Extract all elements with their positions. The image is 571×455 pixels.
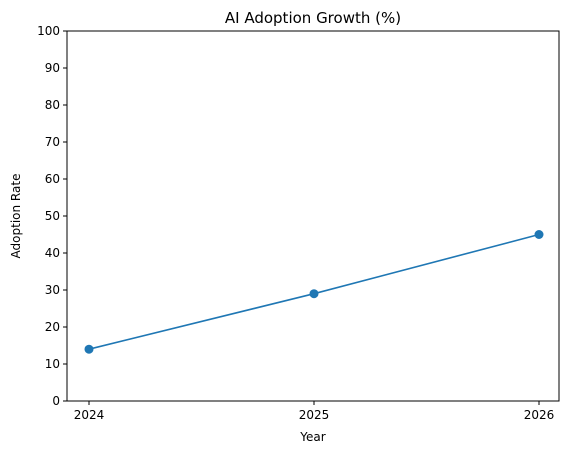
y-axis-label: Adoption Rate	[9, 174, 23, 259]
y-tick-label: 60	[45, 172, 60, 186]
y-tick-label: 80	[45, 98, 60, 112]
plot-area	[66, 30, 560, 402]
series-layer	[84, 230, 544, 354]
y-tick-label: 100	[37, 24, 60, 38]
data-point-2025	[309, 289, 319, 299]
x-axis: 2024 2025 2026	[74, 401, 555, 422]
y-tick-label: 20	[45, 320, 60, 334]
chart-title: AI Adoption Growth (%)	[225, 9, 401, 27]
plot-frame	[66, 30, 560, 402]
y-axis: 0 10 20 30 40 50 60 70 80 90 100	[37, 24, 67, 408]
y-tick-label: 30	[45, 283, 60, 297]
data-point-2024	[84, 344, 94, 354]
y-tick-label: 50	[45, 209, 60, 223]
x-axis-label: Year	[299, 430, 325, 444]
x-tick-label: 2026	[524, 408, 555, 422]
y-tick-label: 10	[45, 357, 60, 371]
y-tick-label: 90	[45, 61, 60, 75]
y-tick-label: 0	[52, 394, 60, 408]
x-tick-label: 2025	[299, 408, 330, 422]
data-point-2026	[534, 230, 544, 239]
x-tick-label: 2024	[74, 408, 105, 422]
y-tick-label: 40	[45, 246, 60, 260]
y-tick-label: 70	[45, 135, 60, 149]
